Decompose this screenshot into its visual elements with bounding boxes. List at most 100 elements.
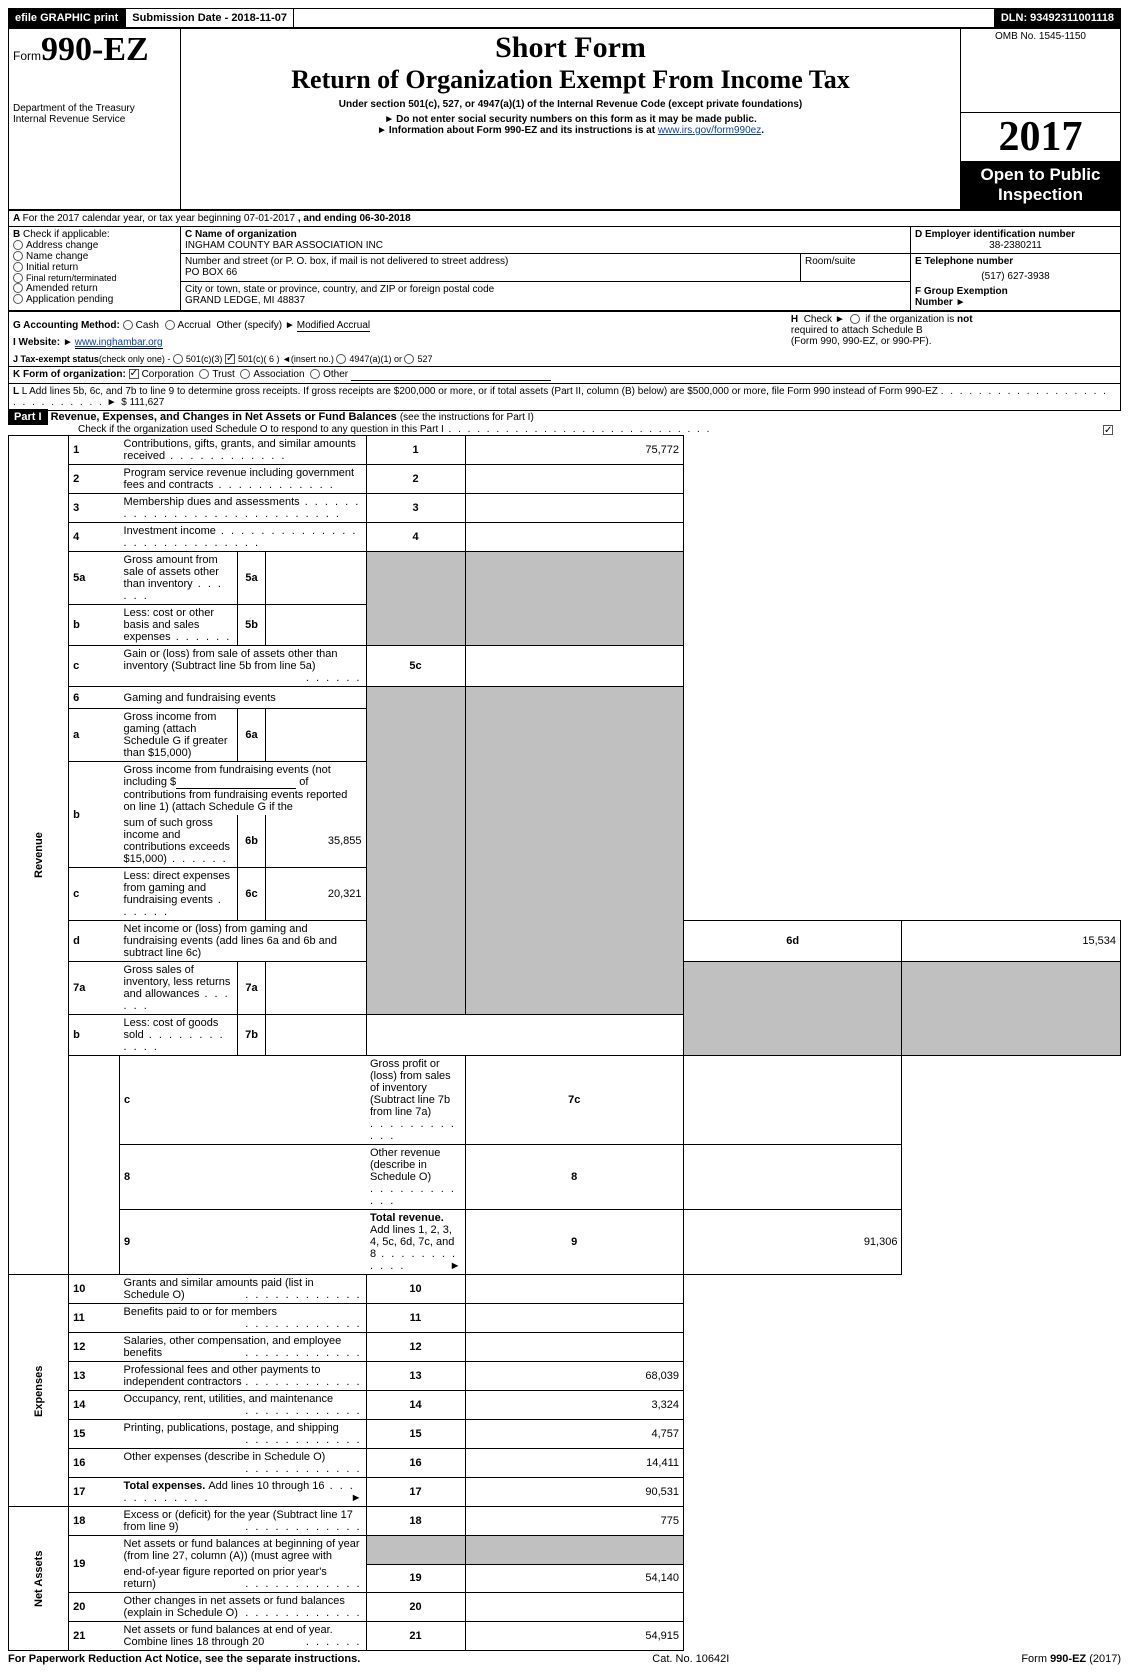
line21-amount: 54,915 [465,1622,683,1651]
addr-label: Number and street (or P. O. box, if mail… [185,256,508,267]
top-header-bar: efile GRAPHIC print Submission Date - 20… [8,8,1121,28]
expenses-vlabel: Expenses [9,1275,69,1507]
title-block: Form990-EZ Department of the Treasury In… [8,28,1121,210]
line14-amount: 3,324 [465,1391,683,1420]
c-label: C Name of organization [185,229,297,240]
note-info: Information about Form 990-EZ and its in… [185,125,956,136]
footer-right: Form 990-EZ (2017) [1021,1653,1121,1665]
j-4947-radio[interactable] [336,354,346,364]
j-line: J Tax-exempt status(check only one) - 50… [13,354,783,365]
ein-value: 38-2380211 [915,240,1116,251]
tax-year: 2017 [961,113,1120,161]
k-assoc-radio[interactable] [240,369,250,379]
line20-amount [465,1593,683,1622]
l-text: L Add lines 5b, 6c, and 7b to line 9 to … [22,386,938,397]
header-spacer [294,8,994,28]
h-check[interactable] [850,314,860,324]
g-label: G Accounting Method: [13,320,120,331]
form990ez-link[interactable]: www.irs.gov/form990ez [658,125,761,136]
line17-amount: 90,531 [465,1478,683,1507]
omb-label: OMB No. 1545-1150 [965,31,1116,42]
e-label: E Telephone number [915,256,1013,267]
line-a-end: , and ending 06-30-2018 [298,213,411,224]
part1-lines-table: Revenue 1 Contributions, gifts, grants, … [8,435,1121,1651]
chk-initial-return[interactable]: Initial return [13,262,176,273]
line6b-subamount: 35,855 [266,815,366,867]
addr-value: PO BOX 66 [185,267,237,278]
line2-amount [465,465,683,494]
netassets-vlabel: Net Assets [9,1507,69,1651]
line11-amount [465,1304,683,1333]
part1-title-note: (see the instructions for Part I) [400,412,534,423]
line16-amount: 14,411 [465,1449,683,1478]
org-info-block: A For the 2017 calendar year, or tax yea… [8,210,1121,311]
footer-catno: Cat. No. 10642I [652,1653,729,1665]
line6a-subamount [266,709,366,761]
open-to-public: Open to PublicInspection [961,161,1120,209]
part1-header: Part I Revenue, Expenses, and Changes in… [8,411,1121,435]
line3-amount [465,494,683,523]
ghijkl-block: G Accounting Method: Cash Accrual Other … [8,311,1121,412]
page-footer: For Paperwork Reduction Act Notice, see … [8,1651,1121,1667]
line18-amount: 775 [465,1507,683,1536]
k-other-radio[interactable] [310,369,320,379]
part1-title: Revenue, Expenses, and Changes in Net As… [51,411,397,423]
line19-amount: 54,140 [465,1564,683,1593]
part1-schedule-o-check[interactable] [1103,425,1113,435]
line-a-text: For the 2017 calendar year, or tax year … [23,213,295,224]
line6c-subamount: 20,321 [266,868,366,920]
line7a-subamount [266,962,366,1014]
chk-address-change[interactable]: Address change [13,240,176,251]
dept-treasury: Department of the Treasury [13,103,176,114]
b-label: Check if applicable: [23,229,110,240]
room-label: Room/suite [805,256,856,267]
line5a-subamount [266,552,366,604]
revenue-vlabel-cont [69,1056,120,1275]
title-return: Return of Organization Exempt From Incom… [185,65,956,95]
line4-amount [465,523,683,552]
form-label: Form990-EZ [13,31,176,69]
city-value: GRAND LEDGE, MI 48837 [185,295,305,306]
submission-date: Submission Date - 2018-11-07 [125,8,294,28]
title-short-form: Short Form [185,31,956,65]
line7b-subamount [266,1015,366,1055]
org-name: INGHAM COUNTY BAR ASSOCIATION INC [185,240,383,251]
phone-value: (517) 627-3938 [915,271,1116,282]
chk-application-pending[interactable]: Application pending [13,294,176,305]
k-corp-check[interactable] [129,369,139,379]
i-label: I Website: [13,337,60,348]
line15-amount: 4,757 [465,1420,683,1449]
part1-label: Part I [8,409,48,425]
efile-label: efile GRAPHIC print [8,8,125,28]
subtitle: Under section 501(c), 527, or 4947(a)(1)… [185,99,956,110]
f-label: F Group Exemption [915,286,1008,297]
j-527-radio[interactable] [404,354,414,364]
line6d-amount: 15,534 [902,921,1121,962]
line5b-subamount [266,605,366,645]
part1-check-text: Check if the organization used Schedule … [8,424,711,435]
l-value: $ 111,627 [121,397,164,408]
line13-amount: 68,039 [465,1362,683,1391]
city-label: City or town, state or province, country… [185,284,494,295]
j-501c-check[interactable] [225,354,235,364]
g-accrual-radio[interactable] [165,320,175,330]
j-501c3-radio[interactable] [173,354,183,364]
irs: Internal Revenue Service [13,114,176,125]
g-other-value: Modified Accrual [297,320,370,332]
chk-amended-return[interactable]: Amended return [13,283,176,294]
dln-label: DLN: 93492311001118 [994,8,1121,28]
chk-final-return[interactable]: Final return/terminated [13,273,176,284]
revenue-vlabel: Revenue [9,436,69,1275]
website-link[interactable]: www.inghambar.org [75,337,163,349]
footer-left: For Paperwork Reduction Act Notice, see … [8,1653,360,1665]
line12-amount [465,1333,683,1362]
note-ssn: Do not enter social security numbers on … [185,114,956,125]
g-cash-radio[interactable] [123,320,133,330]
chk-name-change[interactable]: Name change [13,251,176,262]
line10-amount [465,1275,683,1304]
line7c-amount [683,1056,901,1145]
line1-amount: 75,772 [465,436,683,465]
k-trust-radio[interactable] [199,369,209,379]
d-label: D Employer identification number [915,229,1075,240]
line5c-amount [465,646,683,687]
